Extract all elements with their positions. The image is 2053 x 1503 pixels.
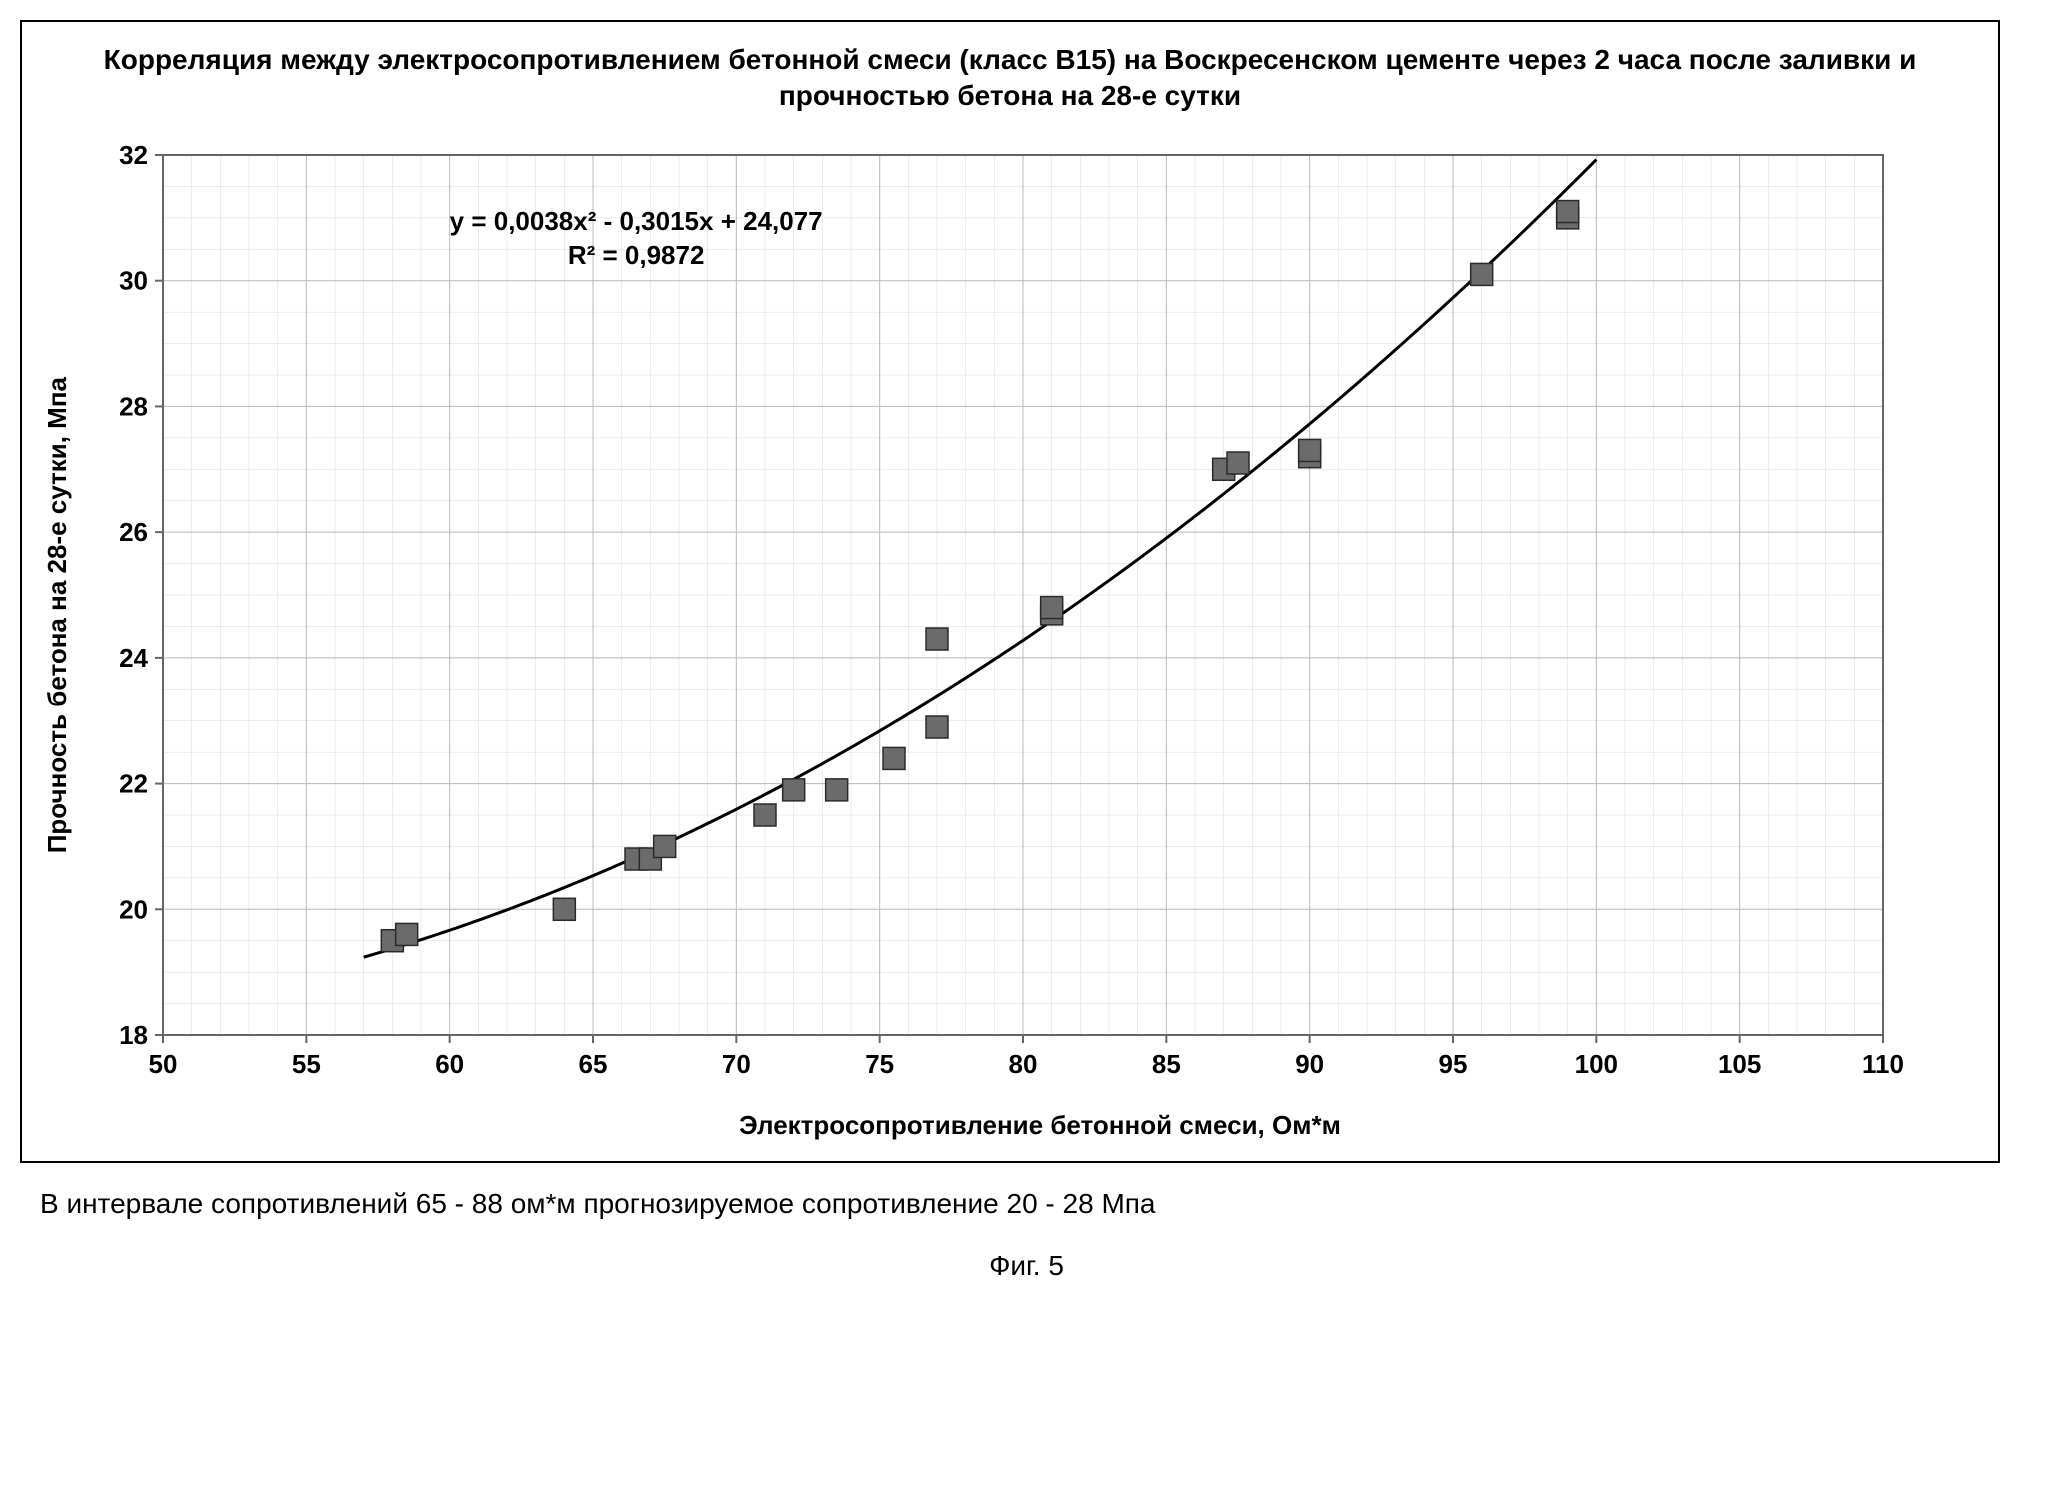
plot-wrapper: Прочность бетона на 28-е сутки, Мпа 50 55…: [42, 135, 1978, 1095]
caption-text: В интервале сопротивлений 65 - 88 ом*м п…: [40, 1188, 2033, 1220]
x-axis-label: Электросопротивление бетонной смеси, Ом*…: [102, 1110, 1978, 1141]
svg-text:65: 65: [579, 1049, 608, 1079]
svg-text:60: 60: [435, 1049, 464, 1079]
svg-text:100: 100: [1575, 1049, 1618, 1079]
svg-text:26: 26: [119, 517, 148, 547]
svg-text:90: 90: [1295, 1049, 1324, 1079]
svg-text:20: 20: [119, 894, 148, 924]
equation-line-1: y = 0,0038x² - 0,3015x + 24,077: [450, 205, 823, 239]
chart-svg: 50 55 60 65 70 75 80 85 90 95 100 105 110 18 20 22 24 26 2…: [83, 135, 1903, 1095]
svg-text:105: 105: [1718, 1049, 1761, 1079]
figure-label: Фиг. 5: [20, 1250, 2033, 1282]
svg-text:22: 22: [119, 768, 148, 798]
svg-text:24: 24: [119, 643, 148, 673]
svg-text:110: 110: [1862, 1049, 1903, 1079]
plot-area: 50 55 60 65 70 75 80 85 90 95 100 105 110 18 20 22 24 26 2…: [83, 135, 1903, 1095]
svg-text:80: 80: [1009, 1049, 1038, 1079]
svg-text:85: 85: [1152, 1049, 1181, 1079]
svg-text:55: 55: [292, 1049, 321, 1079]
chart-title: Корреляция между электросопротивлением б…: [82, 42, 1938, 115]
y-axis-label: Прочность бетона на 28-е сутки, Мпа: [42, 377, 73, 853]
svg-text:70: 70: [722, 1049, 751, 1079]
svg-text:75: 75: [865, 1049, 894, 1079]
svg-text:32: 32: [119, 140, 148, 170]
svg-text:30: 30: [119, 265, 148, 295]
svg-text:28: 28: [119, 391, 148, 421]
svg-text:50: 50: [149, 1049, 178, 1079]
svg-text:95: 95: [1439, 1049, 1468, 1079]
equation-annotation: y = 0,0038x² - 0,3015x + 24,077 R² = 0,9…: [450, 205, 823, 273]
svg-text:18: 18: [119, 1020, 148, 1050]
equation-line-2: R² = 0,9872: [450, 239, 823, 273]
chart-container: Корреляция между электросопротивлением б…: [20, 20, 2000, 1163]
